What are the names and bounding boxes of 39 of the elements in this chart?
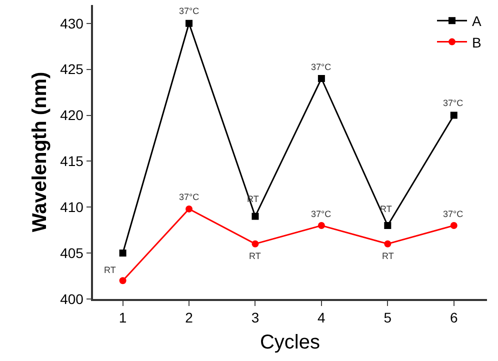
x-tick-label: 5 (384, 310, 392, 326)
legend-label: A (472, 13, 482, 30)
y-tick-label: 410 (60, 199, 84, 216)
point (252, 212, 259, 220)
point (384, 222, 392, 229)
point (384, 240, 392, 248)
y-tick-label: 420 (60, 107, 84, 124)
x-tick-label: 3 (251, 310, 260, 326)
point (318, 75, 325, 82)
legend-label: B (472, 34, 482, 50)
y-axis-title: Wavelength (nm) (29, 72, 52, 232)
annotation: 37°C (311, 209, 332, 219)
point (450, 112, 458, 119)
x-tick-label: 1 (118, 310, 127, 326)
point (450, 222, 458, 229)
point (119, 277, 126, 284)
annotation: 37°C (179, 6, 200, 16)
annotation: 37°C (179, 192, 200, 202)
annotation: RT (249, 251, 262, 261)
point (186, 205, 193, 212)
point (252, 240, 259, 248)
annotation: 37°C (443, 98, 464, 108)
annotation: RT (104, 265, 116, 275)
y-tick-label: 425 (60, 61, 84, 78)
x-tick-label: 6 (450, 310, 458, 326)
annotation: 37°C (311, 62, 332, 72)
x-axis-title: Cycles (260, 332, 320, 354)
y-tick-label: 415 (60, 153, 84, 170)
x-tick-label: 2 (185, 310, 194, 326)
annotation: 37°C (443, 209, 464, 219)
y-tick-label: 405 (60, 244, 84, 261)
x-tick-label: 4 (318, 310, 326, 326)
y-tick-label: 430 (60, 15, 84, 32)
y-tick-label: 400 (60, 290, 84, 307)
point (318, 222, 325, 229)
point (186, 20, 193, 27)
annotation: RT (380, 204, 392, 214)
annotation: RT (382, 251, 394, 261)
point (119, 250, 126, 257)
